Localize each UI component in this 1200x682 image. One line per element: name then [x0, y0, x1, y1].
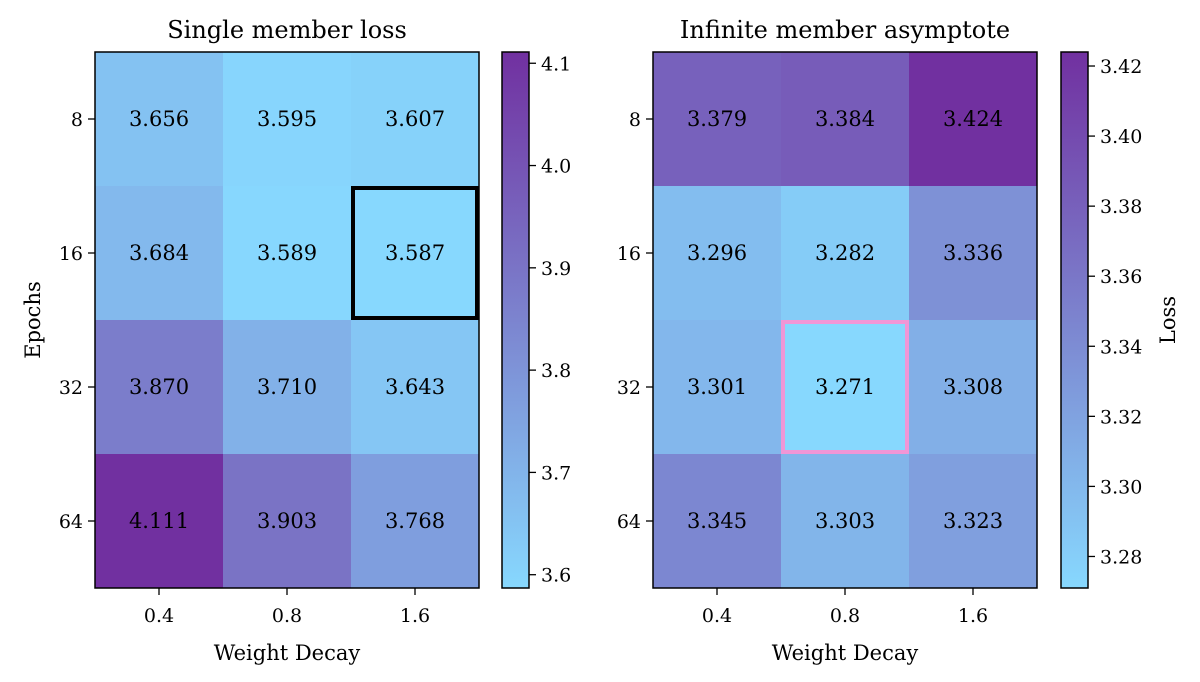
- x-ticks: 0.4 0.8 1.6: [702, 588, 988, 627]
- chart-title: Infinite member asymptote: [680, 16, 1010, 44]
- heatmap-cell: [351, 52, 480, 187]
- cell-value-label: 3.595: [257, 107, 317, 131]
- cell-value-label: 3.345: [687, 509, 747, 533]
- cell-value-label: 3.271: [815, 375, 875, 399]
- cell-value-label: 3.384: [815, 107, 875, 131]
- heatmap-cell: [351, 186, 480, 321]
- heatmap-cell: [909, 320, 1038, 455]
- heatmap-cell: [781, 320, 910, 455]
- x-ticks: 0.4 0.8 1.6: [144, 588, 430, 627]
- cell-value-label: 3.424: [943, 107, 1003, 131]
- x-axis-label: Weight Decay: [772, 641, 919, 665]
- heatmap-cell: [653, 186, 782, 321]
- cell-value-label: 3.768: [385, 509, 445, 533]
- cell-value-label: 3.301: [687, 375, 747, 399]
- heatmap-cell: [781, 454, 910, 589]
- heatmap-cell: [909, 186, 1038, 321]
- heatmap-cell: [223, 454, 352, 589]
- heatmap-cell: [223, 186, 352, 321]
- colorbar: 3.28 3.30 3.32 3.34 3.36 3.38 3.40 3.42 Loss: [1060, 51, 1180, 589]
- panel-infinite-member-asymptote: Infinite member asymptote 3.379 3.384 3.42…: [617, 16, 1180, 665]
- colorbar-tick-label: 3.32: [1100, 406, 1142, 428]
- heatmap-cell: [781, 52, 910, 187]
- heatmap-cell: [351, 454, 480, 589]
- x-tick-label: 1.6: [958, 605, 988, 627]
- colorbar-tick-label: 3.28: [1100, 546, 1142, 568]
- x-tick-label: 1.6: [400, 605, 430, 627]
- cell-value-label: 3.323: [943, 509, 1003, 533]
- heatmap-cell: [95, 52, 224, 187]
- x-tick-label: 0.4: [144, 605, 174, 627]
- cell-value-label: 3.303: [815, 509, 875, 533]
- y-ticks: 8 16 32 64: [617, 109, 653, 533]
- y-tick-label: 32: [617, 377, 641, 399]
- cell-value-label: 3.589: [257, 241, 317, 265]
- colorbar-tick-label: 3.6: [541, 565, 571, 587]
- cell-value-label: 3.643: [385, 375, 445, 399]
- colorbar-gradient: [501, 51, 530, 589]
- heatmap-cell: [909, 52, 1038, 187]
- cell-value-label: 3.308: [943, 375, 1003, 399]
- y-tick-label: 8: [629, 109, 641, 131]
- colorbar-tick-label: 3.40: [1100, 126, 1142, 148]
- cell-value-label: 4.111: [129, 509, 189, 533]
- chart-title: Single member loss: [167, 16, 407, 44]
- heatmap-cell: [653, 454, 782, 589]
- y-tick-label: 64: [59, 511, 83, 533]
- heatmap-cell: [351, 320, 480, 455]
- x-tick-label: 0.4: [702, 605, 732, 627]
- y-tick-label: 64: [617, 511, 641, 533]
- y-tick-label: 16: [59, 243, 83, 265]
- colorbar-tick-label: 4.1: [541, 53, 571, 75]
- colorbar-ticks: 3.28 3.30 3.32 3.34 3.36 3.38 3.40 3.42: [1088, 56, 1142, 568]
- best-cell-highlight: [781, 320, 909, 454]
- colorbar-tick-label: 3.30: [1100, 476, 1142, 498]
- colorbar-tick-label: 4.0: [541, 156, 571, 178]
- cell-value-label: 3.587: [385, 241, 445, 265]
- colorbar: 3.6 3.7 3.8 3.9 4.0 4.1: [501, 51, 571, 589]
- cell-value-label: 3.684: [129, 241, 189, 265]
- heatmap-cell: [653, 52, 782, 187]
- best-cell-highlight: [351, 186, 479, 320]
- heatmap-cell: [781, 186, 910, 321]
- cell-value-label: 3.607: [385, 107, 445, 131]
- colorbar-gradient: [1060, 51, 1089, 589]
- colorbar-tick-label: 3.9: [541, 258, 571, 280]
- colorbar-ticks: 3.6 3.7 3.8 3.9 4.0 4.1: [529, 53, 571, 587]
- y-axis-label: Epochs: [21, 281, 45, 358]
- y-ticks: 8 16 32 64: [59, 109, 95, 533]
- cell-value-label: 3.903: [257, 509, 317, 533]
- colorbar-tick-label: 3.7: [541, 462, 571, 484]
- colorbar-tick-label: 3.34: [1100, 336, 1142, 358]
- y-tick-label: 32: [59, 377, 83, 399]
- x-tick-label: 0.8: [830, 605, 860, 627]
- y-tick-label: 16: [617, 243, 641, 265]
- heatmap-cell: [909, 454, 1038, 589]
- y-tick-label: 8: [71, 109, 83, 131]
- cell-value-label: 3.656: [129, 107, 189, 131]
- cell-value-label: 3.379: [687, 107, 747, 131]
- heatmap-cell: [95, 454, 224, 589]
- cell-value-label: 3.710: [257, 375, 317, 399]
- heatmap-cell: [223, 320, 352, 455]
- colorbar-label: Loss: [1156, 296, 1180, 344]
- cell-value-label: 3.870: [129, 375, 189, 399]
- cell-value-label: 3.282: [815, 241, 875, 265]
- cell-value-label: 3.296: [687, 241, 747, 265]
- cell-value-label: 3.336: [943, 241, 1003, 265]
- colorbar-tick-label: 3.42: [1100, 56, 1142, 78]
- colorbar-tick-label: 3.36: [1100, 266, 1142, 288]
- heatmap-cells: 3.379 3.384 3.424 3.296 3.282 3.336 3.301 3.271…: [653, 52, 1038, 589]
- x-tick-label: 0.8: [272, 605, 302, 627]
- heatmap-cell: [95, 186, 224, 321]
- heatmap-cell: [95, 320, 224, 455]
- colorbar-tick-label: 3.38: [1100, 196, 1142, 218]
- heatmap-cells: 3.656 3.595 3.607 3.684 3.589 3.587 3.870 3.710…: [95, 52, 480, 589]
- colorbar-tick-label: 3.8: [541, 360, 571, 382]
- x-axis-label: Weight Decay: [214, 641, 361, 665]
- heatmap-cell: [223, 52, 352, 187]
- heatmap-cell: [653, 320, 782, 455]
